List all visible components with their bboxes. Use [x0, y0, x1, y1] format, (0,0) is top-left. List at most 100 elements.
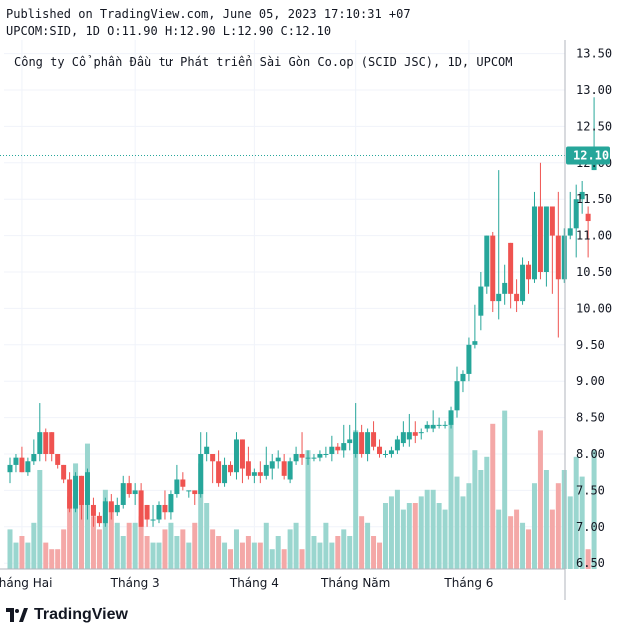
candle-body [79, 475, 85, 505]
candle-body [287, 461, 293, 480]
candle-body [138, 490, 144, 527]
candle-body [186, 490, 192, 492]
candle-body [102, 501, 108, 524]
candles [7, 97, 597, 527]
candle-body [210, 454, 216, 462]
candle-body [549, 206, 555, 236]
volume-bar [37, 470, 43, 569]
candle-body [555, 235, 561, 280]
axes: 13.5013.0012.5012.0011.5011.0010.5010.00… [0, 40, 612, 600]
candle-body [502, 282, 508, 294]
candle-body [144, 504, 150, 520]
candle-body [19, 457, 25, 473]
candle-body [347, 439, 353, 444]
volume-bar [257, 542, 263, 569]
volume-bar [341, 529, 347, 569]
volume-bar [365, 522, 371, 569]
x-tick-label: Tháng Hai [0, 576, 52, 590]
candle-body [466, 344, 472, 374]
candle-body [150, 519, 156, 521]
volume-bar [359, 516, 365, 569]
volume-bar [567, 496, 573, 569]
volume-bar [192, 522, 198, 569]
candle-body [228, 464, 234, 473]
brand-name: TradingView [34, 606, 128, 623]
y-tick-label: 13.00 [576, 83, 612, 97]
candle-body [394, 439, 400, 451]
candle-body [275, 457, 281, 462]
volume-bar [329, 542, 335, 569]
y-tick-label: 10.00 [576, 301, 612, 315]
volume-bar [531, 483, 537, 569]
volume-bar [412, 503, 418, 569]
candle-body [174, 479, 180, 495]
tradingview-logo[interactable]: TradingView [6, 606, 128, 624]
volume-bar [382, 503, 388, 569]
published-line: Published on TradingView.com, June 05, 2… [6, 7, 411, 21]
volume-bar [502, 410, 508, 569]
candle-body [180, 479, 186, 487]
volume-bar [388, 496, 394, 569]
volume-bar [204, 503, 210, 569]
candle-body [263, 464, 269, 476]
price-chart[interactable]: 13.5013.0012.5012.0011.5011.0010.5010.00… [0, 40, 623, 600]
volume-bar [478, 470, 484, 569]
candle-body [561, 235, 567, 280]
volume-bar [466, 483, 472, 569]
volume-bar [555, 483, 561, 569]
volume-bar [144, 536, 150, 569]
volume-bar [317, 542, 323, 569]
volume-bar [394, 489, 400, 569]
candle-body [198, 454, 204, 495]
volume-bar [406, 503, 412, 569]
volume-bar [353, 430, 359, 569]
candle-body [222, 464, 228, 484]
candle-body [90, 504, 96, 516]
volume-bar [323, 522, 329, 569]
volume-bar [216, 536, 222, 569]
candle-body [120, 483, 126, 505]
candle-body [531, 206, 537, 280]
candle-body [245, 461, 251, 476]
volume-bar [55, 549, 61, 569]
volume-bar [73, 463, 79, 569]
candle-body [108, 501, 114, 513]
candle-body [329, 446, 335, 454]
candle-body [388, 450, 394, 454]
volume-bar [424, 489, 430, 569]
volume-bar [472, 450, 478, 569]
candle-body [567, 228, 573, 236]
volume-bar [293, 522, 299, 569]
volume-bar [514, 509, 520, 569]
candle-body [114, 504, 120, 513]
y-tick-label: 9.00 [576, 374, 605, 388]
volume-bar [454, 476, 460, 569]
candle-body [257, 472, 263, 476]
volume-bar [460, 496, 466, 569]
candle-body [216, 461, 222, 484]
y-tick-label: 8.00 [576, 447, 605, 461]
candle-body [371, 432, 377, 447]
candle-body [484, 235, 490, 287]
candle-body [305, 457, 311, 459]
candle-body [585, 213, 591, 222]
volume-bar [210, 529, 216, 569]
y-tick-label: 12.50 [576, 119, 612, 133]
y-tick-label: 10.50 [576, 265, 612, 279]
volume-bar [520, 522, 526, 569]
volume-bar [436, 503, 442, 569]
volume-bar [281, 549, 287, 569]
candle-body [424, 424, 430, 429]
candle-body [365, 432, 371, 454]
volume-bar [335, 536, 341, 569]
candle-body [269, 461, 275, 469]
volume-bar [96, 529, 102, 569]
x-tick-label: Tháng 3 [110, 576, 160, 590]
candle-body [317, 454, 323, 458]
volume-bar [251, 542, 257, 569]
candle-body [156, 504, 162, 520]
candle-body [377, 446, 383, 454]
volume-bar [418, 496, 424, 569]
volume-bar [484, 456, 490, 569]
candle-body [335, 446, 341, 451]
